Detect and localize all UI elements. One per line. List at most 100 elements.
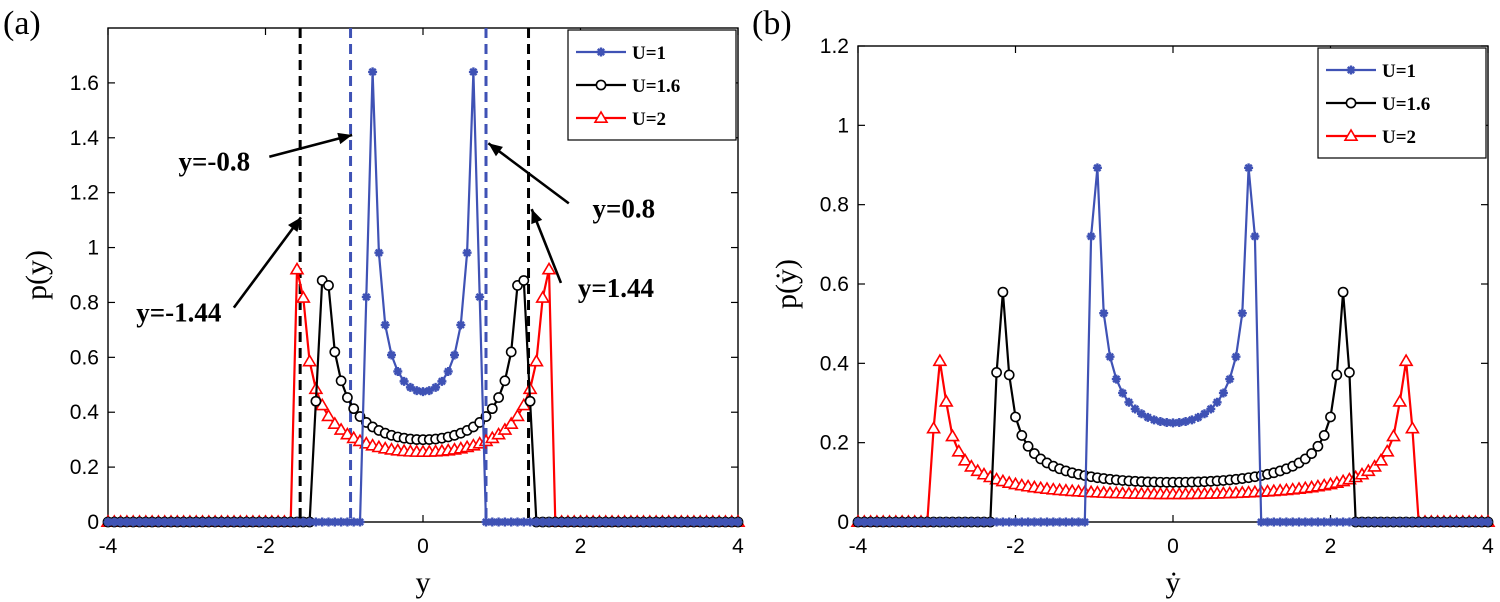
series-u-1-point-67 — [525, 517, 535, 527]
series-u-1-point-11 — [922, 517, 932, 527]
legend-u-2-label: U=2 — [1382, 127, 1416, 148]
panel-label-b: (b) — [752, 5, 792, 42]
series-u-1-point-69 — [1288, 517, 1298, 527]
series-u-2-point-63 — [497, 422, 513, 435]
x-tick-label: 2 — [1325, 535, 1337, 558]
series-u-1-point-60 — [1231, 352, 1241, 362]
series-u-1-6-point-22 — [991, 366, 1002, 378]
series-u-1-point-76 — [582, 517, 592, 527]
series-u-1-6-point-73 — [1312, 440, 1324, 452]
y-tick-label: 0.2 — [70, 456, 99, 479]
series-u-2-point-64 — [503, 416, 519, 430]
series-u-1-point-20 — [229, 517, 239, 527]
series-u-2-point-14 — [938, 394, 954, 407]
series-u-1-point-48 — [405, 382, 415, 392]
legend-u-1-point-legend — [596, 47, 606, 57]
series-u-1-6-point-64 — [505, 346, 517, 358]
series-u-2-point-35 — [321, 408, 336, 422]
series-u-1-point-32 — [305, 517, 315, 527]
series-u-2-point-31 — [295, 290, 311, 303]
series-u-1-point-63 — [500, 517, 510, 527]
series-u-1-point-66 — [519, 517, 529, 527]
series-u-1-line — [858, 167, 1488, 524]
legend-u-1-label: U=1 — [1382, 61, 1416, 82]
series-u-1-point-35 — [324, 517, 333, 527]
series-u-1 — [853, 163, 1493, 527]
series-u-1-point-8 — [903, 517, 913, 527]
series-u-2-point-68 — [529, 353, 544, 367]
legend: U=1 U=1.6 U=2 — [1317, 47, 1487, 159]
series-u-1-point-17 — [960, 517, 970, 527]
y-tick-label: 0 — [837, 511, 849, 534]
series-u-2-point-16 — [951, 444, 967, 457]
series-u-1-point-83 — [1376, 517, 1386, 527]
y-tick-label: 1.6 — [70, 72, 99, 95]
series-u-2-point-88 — [1405, 420, 1420, 434]
series-u-1-point-10 — [916, 517, 926, 527]
series-u-1-point-82 — [620, 517, 630, 527]
series-u-1-point-27 — [273, 517, 283, 527]
series-u-1-point-93 — [689, 517, 699, 527]
legend-u-1-6-point-legend — [595, 79, 607, 91]
series-u-1-6-point-62 — [493, 392, 504, 403]
annotation-arrowhead — [288, 217, 301, 232]
series-u-2-point-38 — [340, 426, 355, 440]
series-u-1-point-74 — [1319, 517, 1329, 527]
series-u-1-point-41 — [361, 292, 371, 302]
series-u-2-point-83 — [1373, 453, 1389, 466]
series-u-1-point-37 — [1086, 231, 1096, 241]
series-u-1-point-49 — [1162, 418, 1172, 428]
x-tick-label: 4 — [732, 535, 744, 558]
series-u-1-point-63 — [1250, 231, 1260, 241]
series-u-1-point-75 — [576, 517, 585, 527]
series-u-1-point-21 — [235, 517, 245, 527]
y-tick-label: 1.2 — [70, 182, 99, 205]
series-u-1-point-10 — [166, 517, 176, 527]
series-u-1-point-80 — [1357, 517, 1367, 527]
series-u-1-point-40 — [355, 517, 365, 527]
series-u-1-point-85 — [1389, 517, 1398, 527]
series-u-1-point-72 — [557, 517, 567, 527]
annotation-0: y=-0.8 — [178, 132, 353, 177]
series-u-1-point-90 — [1420, 517, 1430, 527]
series-u-1-point-55 — [450, 350, 459, 360]
x-axis-title: ẏ — [1166, 566, 1181, 599]
series-u-1-point-22 — [242, 517, 252, 527]
series-u-2-point-70 — [541, 261, 557, 275]
series-u-1-point-99 — [1477, 517, 1487, 527]
series-u-1-point-14 — [941, 517, 951, 527]
series-u-1-point-53 — [1187, 415, 1197, 425]
series-u-1-point-5 — [885, 517, 894, 527]
series-u-1-point-70 — [1294, 517, 1304, 527]
series-u-1-point-67 — [1275, 517, 1285, 527]
series-u-1-point-88 — [657, 517, 667, 527]
series-u-1-point-3 — [122, 517, 132, 527]
series-u-1-point-31 — [1048, 517, 1058, 527]
series-u-1-point-91 — [676, 517, 686, 527]
series-u-1-point-38 — [342, 517, 352, 527]
series-u-1-point-69 — [538, 517, 548, 527]
series-u-1-point-15 — [198, 517, 207, 527]
series-u-2-point-37 — [333, 422, 349, 435]
series-u-1-point-54 — [1193, 412, 1203, 422]
series-u-1-6-point-33 — [310, 395, 322, 407]
series-u-2-point-17 — [957, 453, 973, 466]
series-u-1-point-2 — [866, 517, 876, 527]
series-u-1-point-52 — [1181, 417, 1191, 427]
series-u-1-point-18 — [966, 517, 976, 527]
series-u-1-point-91 — [1426, 517, 1436, 527]
series-u-1-point-79 — [601, 517, 611, 527]
series-u-1-point-19 — [973, 517, 983, 527]
series-u-1-point-17 — [210, 517, 220, 527]
series-u-1-point-44 — [380, 320, 390, 330]
series-u-1-point-58 — [1218, 388, 1228, 398]
series-u-1-point-79 — [1351, 517, 1361, 527]
series-u-1-point-78 — [594, 517, 604, 527]
series-u-1-point-25 — [261, 517, 270, 527]
legend: U=1 U=1.6 U=2 — [567, 29, 737, 141]
series-u-1-point-44 — [1130, 404, 1140, 414]
series-u-1-point-96 — [1458, 517, 1468, 527]
series-u-1-point-94 — [1445, 517, 1455, 527]
series-u-2 — [850, 353, 1496, 528]
series-u-1-point-41 — [1111, 374, 1121, 384]
